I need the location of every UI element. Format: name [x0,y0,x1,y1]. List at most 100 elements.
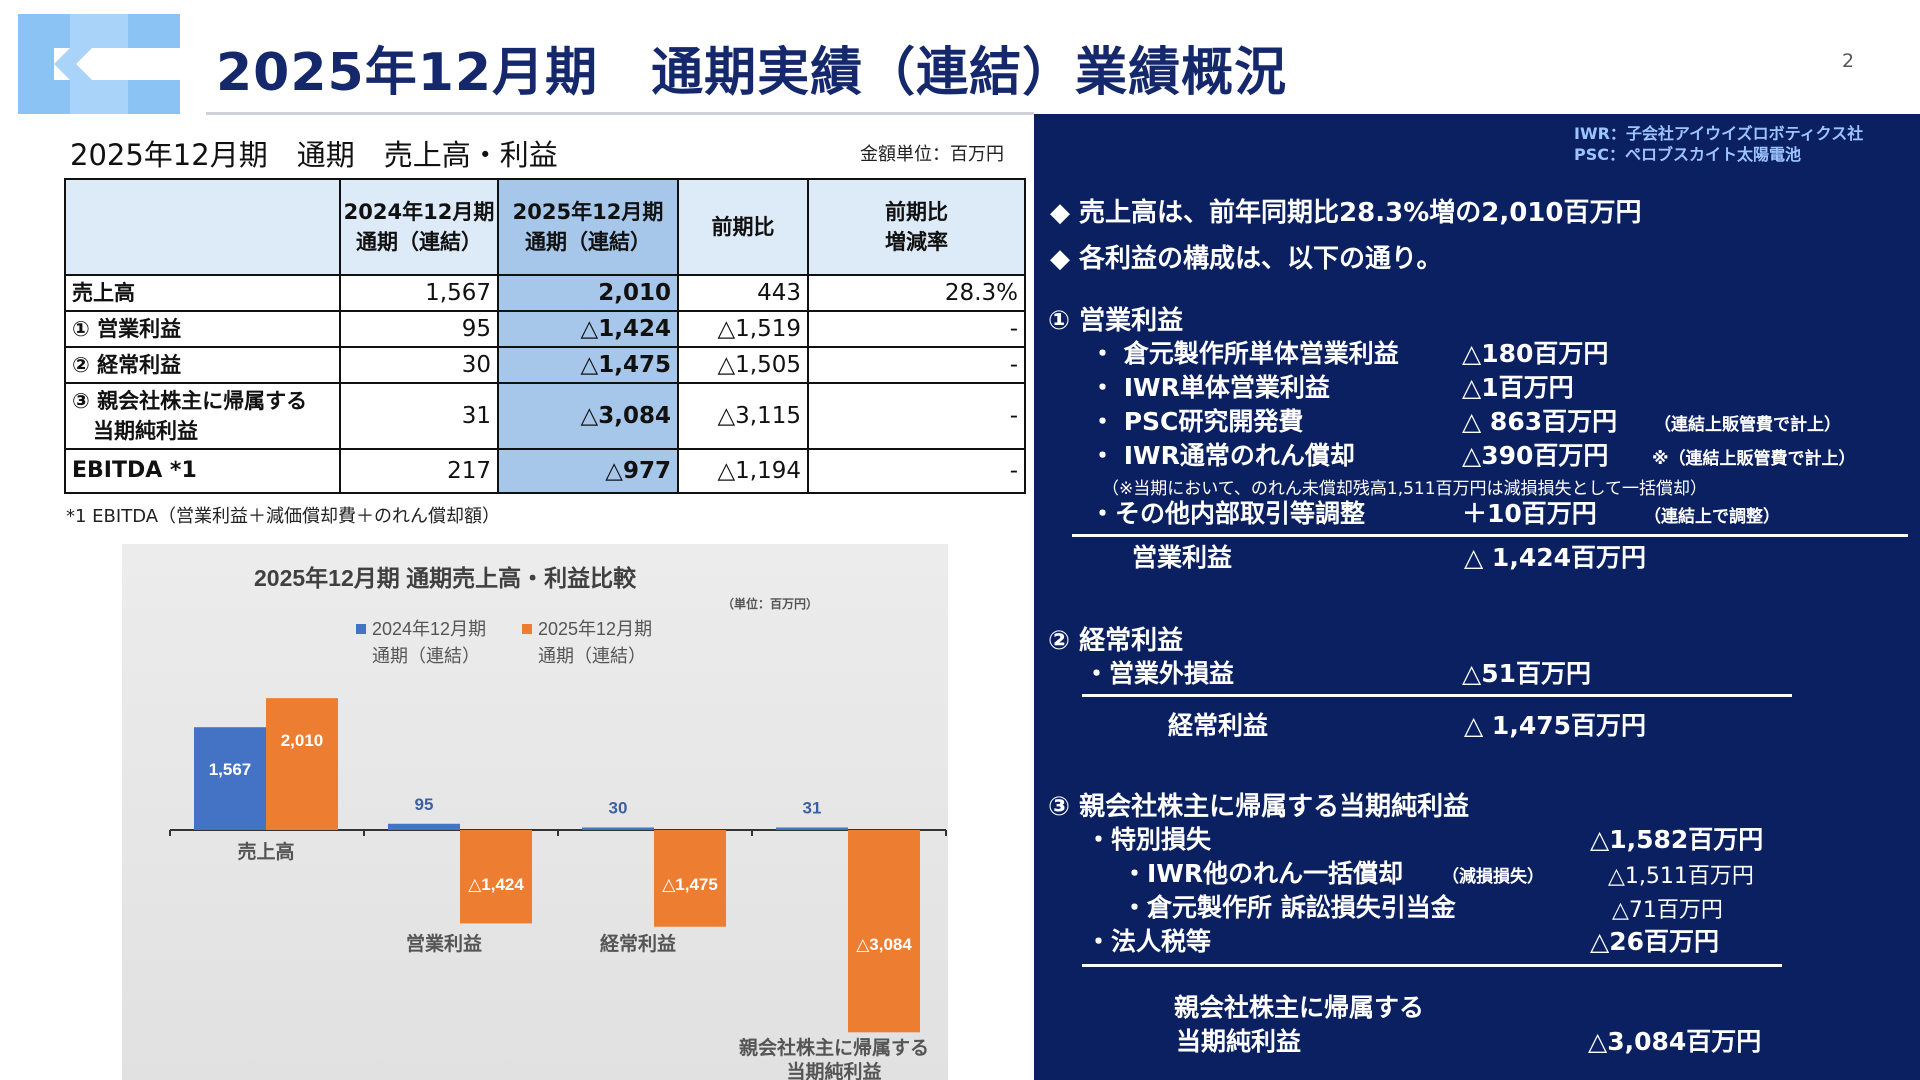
ord-item-value: △51百万円 [1462,659,1592,688]
performance-table: 2024年12月期 通期（連結） 2025年12月期 通期（連結） 前期比 前期… [64,178,1026,494]
legend-swatch [522,624,532,634]
cell-prev: 95 [339,310,499,348]
cell-rate: - [807,310,1026,348]
header-divider [206,112,1034,115]
cell-diff: △1,194 [677,448,809,494]
op-other-note: （連結上で調整） [1644,507,1780,527]
net-special-label: ・特別損失 [1086,825,1212,854]
bar-curr [848,830,920,1033]
category-label: 親会社株主に帰属する当期純利益 [739,1036,929,1080]
abbr-psc: PSC：ペロブスカイト太陽電池 [1574,144,1801,164]
net-sub1-note: （減損損失） [1442,867,1544,887]
net-sub1-value: △1,511百万円 [1608,864,1754,889]
cell-prev: 217 [339,448,499,494]
table-row: EBITDA *1 217 △977 △1,194 - [64,448,1026,494]
bar-curr [460,830,532,924]
table-header-row: 2024年12月期 通期（連結） 2025年12月期 通期（連結） 前期比 前期… [64,178,1026,276]
data-label: △1,424 [468,875,524,894]
abbreviation-notes: IWR：子会社アイウイズロボティクス社 PSC：ペロブスカイト太陽電池 [1574,124,1863,166]
data-label: 1,567 [209,760,252,779]
op-item-label: ・ IWR通常のれん償却 [1090,441,1355,470]
net-total-rule [1082,964,1782,967]
table-footnote: *1 EBITDA（営業利益＋減価償却費＋のれん償却額） [66,506,501,527]
table-row: 売上高 1,567 2,010 443 28.3% [64,274,1026,312]
cell-curr: △3,084 [497,382,679,450]
row-label: 売上高 [64,274,341,312]
cell-curr: 2,010 [497,274,679,312]
unit-note: 金額単位：百万円 [860,144,1004,165]
ord-total-label: 経常利益 [1168,711,1269,740]
cell-diff: △1,505 [677,346,809,384]
net-total-label-1: 親会社株主に帰属する [1174,993,1425,1022]
cell-rate: - [807,382,1026,450]
op-item-label: ・ IWR単体営業利益 [1090,373,1330,402]
op-total-rule [1072,534,1908,537]
company-logo [18,14,180,114]
category-label: 売上高 [237,840,294,863]
table-row: ① 営業利益 95 △1,424 △1,519 - [64,310,1026,348]
cell-curr: △1,424 [497,310,679,348]
abbr-iwr: IWR：子会社アイウイズロボティクス社 [1574,124,1864,143]
op-item-value: △1百万円 [1462,373,1574,402]
bullet-breakdown: ◆ 各利益の構成は、以下の通り。 [1050,244,1443,274]
category-label: 経常利益 [600,932,676,955]
cell-prev: 1,567 [339,274,499,312]
cell-curr: △977 [497,448,679,494]
op-heading: ① 営業利益 [1048,306,1184,336]
chart-title: 2025年12月期 通期売上高・利益比較 [254,565,637,591]
data-label: 30 [609,799,628,818]
cell-diff: △1,519 [677,310,809,348]
bullet-sales: ◆ 売上高は、前年同期比28.3%増の2,010百万円 [1050,198,1642,228]
net-tax-value: △26百万円 [1590,927,1720,956]
header-cell-diff: 前期比 [677,178,809,276]
ord-item-label: ・営業外損益 [1084,659,1235,688]
legend-label: 通期（連結） [372,646,480,666]
header-cell-rate: 前期比 増減率 [807,178,1026,276]
op-item-label: ・ PSC研究開発費 [1090,407,1304,436]
cell-diff: △3,115 [677,382,809,450]
section-title: 2025年12月期 通期 売上高・利益 [70,138,558,172]
header-cell-prev-year: 2024年12月期 通期（連結） [339,178,499,276]
cell-curr: △1,475 [497,346,679,384]
bar-prev [582,827,654,830]
ord-total-value: △ 1,475百万円 [1464,711,1647,740]
chart-svg: 2025年12月期 通期売上高・利益比較 （単位：百万円） 2024年12月期通期（… [169,565,947,1080]
header-cell-blank [64,178,341,276]
cell-rate: 28.3% [807,274,1026,312]
summary-panel: IWR：子会社アイウイズロボティクス社 PSC：ペロブスカイト太陽電池 ◆ 売上… [1034,114,1920,1080]
row-label: ③ 親会社株主に帰属する 当期純利益 [64,382,341,450]
bar-curr [266,698,338,830]
legend-label: 通期（連結） [538,646,646,666]
op-item-value: △180百万円 [1462,339,1609,368]
data-label: △3,084 [856,935,912,954]
net-sub2-value: △71百万円 [1612,898,1723,923]
op-total-label: 営業利益 [1132,543,1233,572]
legend-swatch [356,624,366,634]
cell-rate: - [807,448,1026,494]
op-item-note: （連結上販管費で計上） [1654,415,1841,435]
net-special-value: △1,582百万円 [1590,825,1764,854]
op-item-label: ・ 倉元製作所単体営業利益 [1090,339,1399,368]
ord-total-rule [1082,694,1792,697]
comparison-chart: 2025年12月期 通期売上高・利益比較 （単位：百万円） 2024年12月期 通期（… [122,544,948,1080]
legend-label: 2024年12月期 [372,619,486,639]
data-label: 31 [803,799,822,818]
net-total-value: △3,084百万円 [1588,1027,1762,1056]
op-total-value: △ 1,424百万円 [1464,543,1647,572]
cell-prev: 30 [339,346,499,384]
legend-label: 2025年12月期 [538,619,652,639]
cell-rate: - [807,346,1026,384]
chart-unit-label: （単位：百万円） [722,596,818,611]
table-row: ③ 親会社株主に帰属する 当期純利益 31 △3,084 △3,115 - [64,382,1026,450]
net-total-label-2: 当期純利益 [1176,1027,1302,1056]
net-heading: ③ 親会社株主に帰属する当期純利益 [1048,792,1470,822]
row-label: ② 経常利益 [64,346,341,384]
op-other-value: ＋10百万円 [1462,499,1597,528]
op-item-note: ※（連結上販管費で計上） [1652,449,1856,469]
bar-prev [194,727,266,830]
op-item-value: △390百万円 [1462,441,1609,470]
cell-prev: 31 [339,382,499,450]
net-sub2-label: ・倉元製作所 訴訟損失引当金 [1122,893,1456,922]
row-label: ① 営業利益 [64,310,341,348]
ord-heading: ② 経常利益 [1048,626,1184,656]
